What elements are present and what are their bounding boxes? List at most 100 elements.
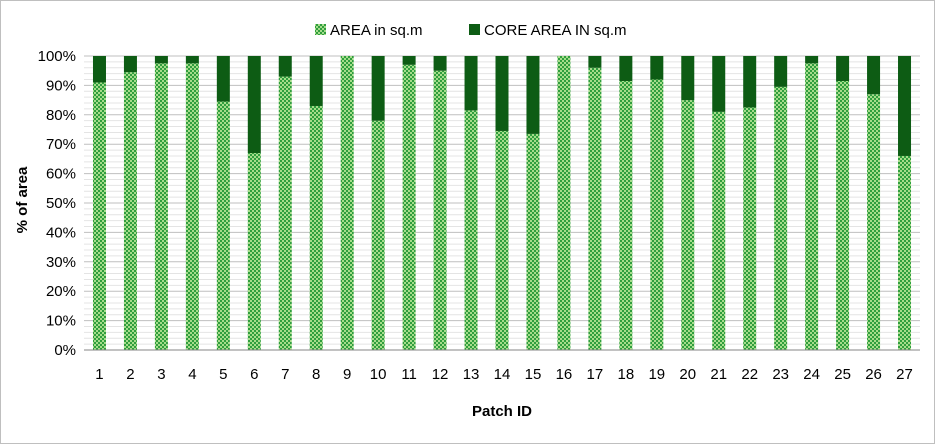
- bar-segment-area: [464, 110, 478, 350]
- bar-segment-core-area: [216, 56, 230, 102]
- bar-segment-core-area: [867, 56, 881, 95]
- x-tick-label: 20: [679, 366, 696, 383]
- x-tick-label: 10: [370, 366, 387, 383]
- y-axis-title: % of area: [14, 166, 31, 233]
- bar-segment-core-area: [898, 56, 912, 156]
- bar-segment-area: [836, 80, 850, 351]
- bar-segment-core-area: [774, 56, 788, 87]
- y-tick-label: 20%: [46, 283, 76, 300]
- bar-segment-core-area: [185, 56, 199, 64]
- bar-segment-area: [743, 107, 757, 350]
- bar-segment-area: [216, 101, 230, 350]
- x-tick-label: 24: [803, 366, 820, 383]
- x-tick-label: 6: [250, 366, 258, 383]
- y-tick-label: 100%: [38, 48, 76, 65]
- x-tick-label: 11: [401, 366, 417, 383]
- bar-segment-area: [898, 155, 912, 350]
- bar-segment-area: [185, 63, 199, 350]
- y-tick-label: 40%: [46, 224, 76, 241]
- bar-segment-core-area: [526, 56, 540, 134]
- bar-segment-core-area: [247, 56, 261, 154]
- bar-segment-area: [433, 70, 447, 350]
- bar-segment-core-area: [743, 56, 757, 108]
- bar-segment-core-area: [588, 56, 602, 68]
- bar-segment-core-area: [371, 56, 385, 121]
- bar-segment-core-area: [805, 56, 819, 64]
- x-tick-label: 12: [432, 366, 449, 383]
- bar-segment-core-area: [433, 56, 447, 71]
- bar-segment-core-area: [650, 56, 664, 80]
- bar-segment-core-area: [464, 56, 478, 111]
- x-tick-label: 9: [343, 366, 351, 383]
- bar-segment-area: [526, 133, 540, 350]
- x-tick-label: 17: [587, 366, 604, 383]
- bar-segment-core-area: [495, 56, 509, 131]
- x-tick-label: 13: [463, 366, 480, 383]
- x-tick-label: 2: [126, 366, 134, 383]
- bar-segment-core-area: [712, 56, 726, 112]
- bar-segment-area: [340, 56, 354, 350]
- x-tick-label: 1: [95, 366, 103, 383]
- x-tick-label: 16: [556, 366, 573, 383]
- legend-swatch-core-area: [469, 24, 480, 35]
- bar-segment-core-area: [402, 56, 416, 65]
- x-tick-label: 22: [741, 366, 758, 383]
- y-tick-label: 10%: [46, 313, 76, 330]
- x-axis-title: Patch ID: [472, 403, 532, 420]
- x-tick-label: 15: [525, 366, 542, 383]
- y-tick-label: 0%: [54, 342, 76, 359]
- bar-segment-area: [650, 79, 664, 351]
- bar-segment-area: [92, 82, 106, 351]
- x-tick-label: 5: [219, 366, 227, 383]
- bar-segment-area: [867, 94, 881, 350]
- bar-segment-core-area: [836, 56, 850, 81]
- bar-segment-core-area: [309, 56, 323, 106]
- x-tick-label: 19: [648, 366, 665, 383]
- bar-segment-core-area: [92, 56, 106, 83]
- bar-segment-core-area: [123, 56, 137, 73]
- x-tick-label: 21: [710, 366, 727, 383]
- y-tick-label: 30%: [46, 254, 76, 271]
- bar-segment-area: [681, 100, 695, 350]
- x-tick-label: 4: [188, 366, 196, 383]
- bar-segment-area: [402, 64, 416, 350]
- x-tick-label: 18: [618, 366, 635, 383]
- legend-label-core-area: CORE AREA IN sq.m: [484, 22, 627, 39]
- bar-segment-core-area: [278, 56, 292, 77]
- x-tick-label: 27: [896, 366, 913, 383]
- y-tick-label: 60%: [46, 166, 76, 183]
- x-tick-labels: 1 2 3 4 5 6 7 8 9 10 11 12 13 14 15 16 17 18 19 20 21 22 23 24 2…: [95, 366, 913, 383]
- x-tick-label: 25: [834, 366, 851, 383]
- y-tick-label: 50%: [46, 195, 76, 212]
- y-tick-label: 70%: [46, 136, 76, 153]
- bar-segment-area: [774, 86, 788, 351]
- bar-segment-area: [309, 105, 323, 350]
- x-tick-label: 3: [157, 366, 165, 383]
- bar-segment-area: [588, 67, 602, 350]
- legend-label-area: AREA in sq.m: [330, 22, 423, 39]
- bar-segment-area: [123, 72, 137, 351]
- bar-segment-area: [495, 130, 509, 350]
- y-tick-labels: 0% 10% 20% 30% 40% 50% 60% 70% 80% 90% 100%: [38, 48, 76, 359]
- bar-segment-area: [805, 63, 819, 350]
- bars: [92, 56, 912, 351]
- legend: AREA in sq.m CORE AREA IN sq.m: [315, 22, 627, 39]
- x-tick-label: 8: [312, 366, 320, 383]
- bar-segment-area: [557, 56, 571, 350]
- bar-segment-core-area: [619, 56, 633, 81]
- y-tick-label: 90%: [46, 77, 76, 94]
- x-tick-label: 23: [772, 366, 789, 383]
- x-tick-label: 26: [865, 366, 882, 383]
- x-tick-label: 14: [494, 366, 511, 383]
- bar-segment-area: [371, 120, 385, 351]
- bar-segment-core-area: [681, 56, 695, 101]
- bar-segment-area: [154, 63, 168, 350]
- legend-swatch-area: [315, 24, 326, 35]
- x-tick-label: 7: [281, 366, 289, 383]
- bar-segment-area: [278, 76, 292, 350]
- bar-segment-area: [619, 80, 633, 351]
- bar-segment-core-area: [154, 56, 168, 64]
- bar-segment-area: [712, 111, 726, 350]
- y-tick-label: 80%: [46, 107, 76, 124]
